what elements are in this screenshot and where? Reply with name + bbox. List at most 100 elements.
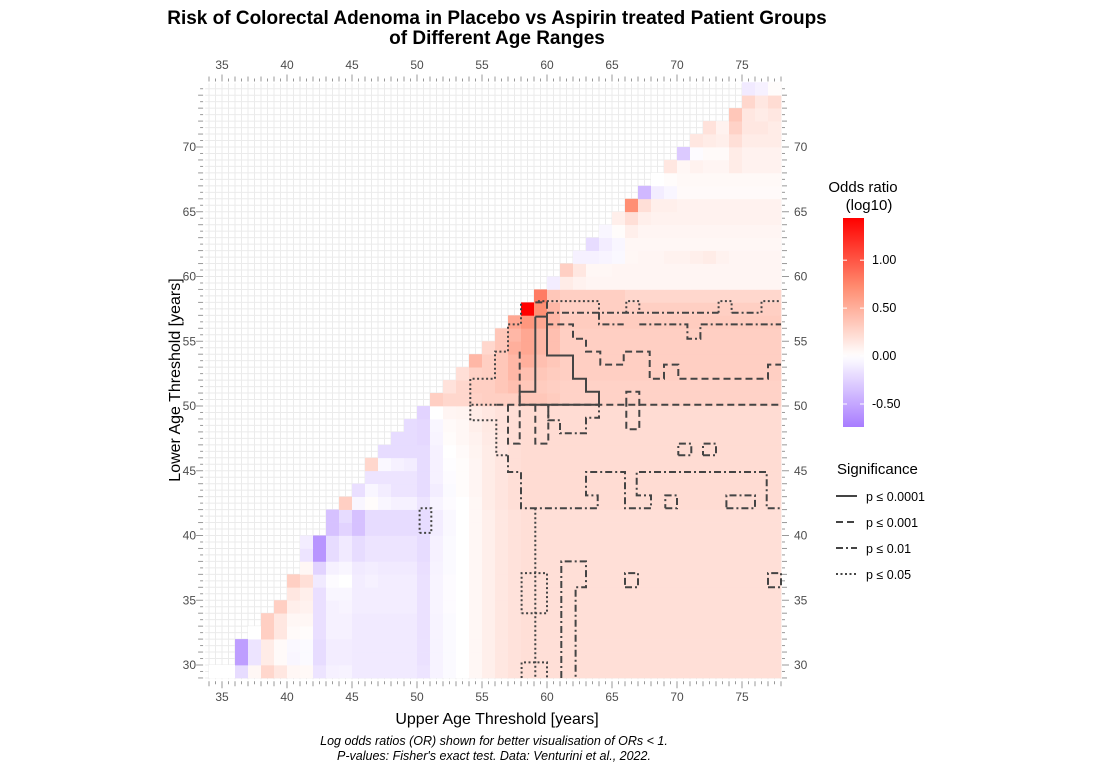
x-tick-label-bottom: 55 xyxy=(475,690,489,704)
heatmap-cell xyxy=(430,665,444,679)
heatmap-cell xyxy=(313,665,327,679)
heatmap-cell xyxy=(495,665,509,679)
heatmap-cell xyxy=(586,315,600,329)
heatmap-cell xyxy=(768,665,782,679)
heatmap-cell xyxy=(560,341,574,355)
heatmap-cell xyxy=(612,535,626,549)
heatmap-cell xyxy=(365,613,379,627)
heatmap-cell xyxy=(404,444,418,459)
heatmap-cell xyxy=(755,121,769,135)
heatmap-cell xyxy=(586,444,600,459)
heatmap-cell xyxy=(638,367,652,381)
heatmap-cell xyxy=(391,600,405,614)
heatmap-cell xyxy=(417,483,431,497)
heatmap-cell xyxy=(716,185,730,200)
heatmap-cell xyxy=(300,626,314,640)
heatmap-cell xyxy=(664,600,678,614)
heatmap-cell xyxy=(586,354,600,368)
heatmap-cell xyxy=(313,548,327,562)
heatmap-cell xyxy=(430,535,444,549)
heatmap-cell xyxy=(456,367,470,381)
heatmap-cell xyxy=(742,574,756,588)
heatmap-cell xyxy=(703,626,717,640)
heatmap-cell xyxy=(677,237,691,251)
heatmap-cell xyxy=(664,509,678,523)
heatmap-cell xyxy=(586,509,600,523)
heatmap-cell xyxy=(638,470,652,485)
heatmap-cell xyxy=(365,496,379,510)
y-tick-label-left: 70 xyxy=(183,140,197,154)
heatmap-cell xyxy=(534,406,548,420)
heatmap-cell xyxy=(638,496,652,510)
heatmap-cell xyxy=(677,418,691,433)
heatmap-cell xyxy=(560,328,574,342)
heatmap-cell xyxy=(755,652,769,666)
heatmap-cell xyxy=(443,380,457,394)
heatmap-cell xyxy=(612,431,626,446)
heatmap-cell xyxy=(664,587,678,601)
heatmap-cell xyxy=(443,600,457,614)
heatmap-cell xyxy=(664,444,678,459)
heatmap-cell xyxy=(573,341,587,355)
heatmap-cell xyxy=(768,626,782,640)
heatmap-cell xyxy=(690,665,704,679)
heatmap-cell xyxy=(755,613,769,627)
heatmap-cell xyxy=(508,457,522,472)
significance-legend: Significance p ≤ 0.0001 p ≤ 0.001 p ≤ 0.01… xyxy=(836,461,925,582)
heatmap-cell xyxy=(625,276,639,290)
heatmap-cell xyxy=(495,639,509,653)
heatmap-cell xyxy=(638,600,652,614)
heatmap-cell xyxy=(690,341,704,355)
heatmap-cell xyxy=(651,431,665,446)
heatmap-cell xyxy=(638,289,652,303)
heatmap-cell xyxy=(378,535,392,549)
heatmap-cell xyxy=(703,237,717,251)
heatmap-cell xyxy=(534,444,548,459)
heatmap-cell xyxy=(560,418,574,433)
heatmap-cell xyxy=(547,341,561,355)
heatmap-cell xyxy=(599,341,613,355)
heatmap-cell xyxy=(508,354,522,368)
heatmap-cell xyxy=(742,224,756,238)
heatmap-cell xyxy=(599,457,613,472)
heatmap-cell xyxy=(625,263,639,277)
contour-dashed xyxy=(507,404,521,445)
contour-dotted xyxy=(469,404,508,457)
heatmap-cell xyxy=(729,418,743,433)
heatmap-cell xyxy=(547,431,561,446)
heatmap-cell xyxy=(222,665,236,679)
heatmap-cell xyxy=(469,367,483,381)
heatmap-cell xyxy=(625,574,639,588)
heatmap-cell xyxy=(508,380,522,394)
heatmap-cell xyxy=(573,315,587,329)
heatmap-cell xyxy=(664,574,678,588)
heatmap-cell xyxy=(768,431,782,446)
heatmap-cell xyxy=(508,626,522,640)
heatmap-cell xyxy=(365,652,379,666)
heatmap-cell xyxy=(300,535,314,549)
heatmap-cell xyxy=(300,548,314,562)
heatmap-cell xyxy=(651,639,665,653)
heatmap-cell xyxy=(586,496,600,510)
heatmap-cell xyxy=(521,587,535,601)
heatmap-cell xyxy=(729,431,743,446)
heatmap-cell xyxy=(430,431,444,446)
heatmap-cell xyxy=(534,548,548,562)
caption-line-2: P-values: Fisher's exact test. Data: Ven… xyxy=(337,749,651,763)
heatmap-cell xyxy=(573,574,587,588)
heatmap-cell xyxy=(404,626,418,640)
heatmap-cell xyxy=(625,224,639,238)
heatmap-cell xyxy=(508,665,522,679)
heatmap-cell xyxy=(716,328,730,342)
heatmap-cell xyxy=(443,418,457,433)
heatmap-cell xyxy=(768,134,782,148)
heatmap-cell xyxy=(625,613,639,627)
heatmap-cell xyxy=(625,367,639,381)
heatmap-cell xyxy=(651,535,665,549)
heatmap-cell xyxy=(404,509,418,523)
heatmap-cells xyxy=(209,82,782,679)
heatmap-cell xyxy=(729,134,743,148)
heatmap-cell xyxy=(443,613,457,627)
heatmap-cell xyxy=(508,328,522,342)
heatmap-cell xyxy=(378,574,392,588)
